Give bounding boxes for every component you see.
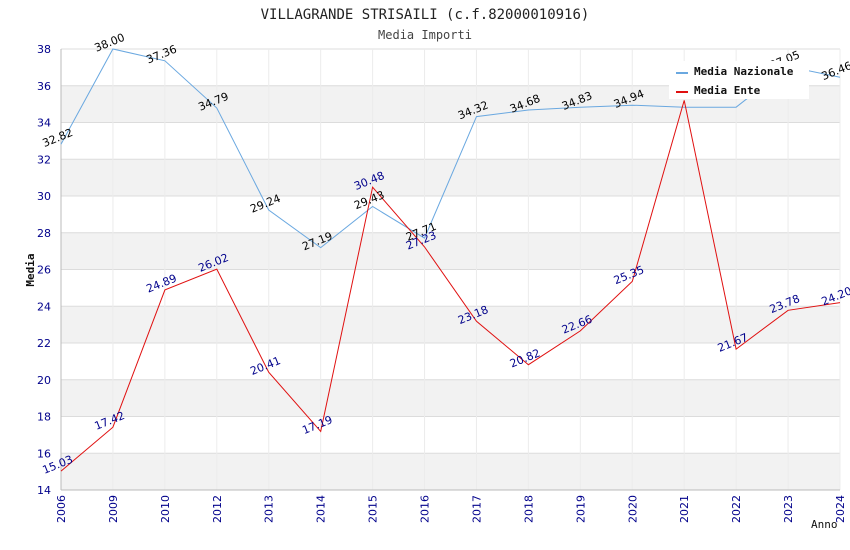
data-label: 24.20 [820,284,850,308]
x-tick-label: 2015 [367,495,380,523]
legend-box [669,61,809,99]
x-tick-label: 2023 [782,495,795,523]
legend-label-media-nazionale: Media Nazionale [694,65,794,78]
gridlines [60,48,841,491]
y-tick-label: 18 [37,411,51,424]
y-tick-label: 30 [37,190,51,203]
plot-band [61,453,840,490]
y-tick-label: 32 [37,153,51,166]
x-tick-labels: 2006 2009 2010 2012 2013 2014 2015 2016 2017 2018… [55,495,847,523]
data-label: 32.82 [41,126,75,150]
y-tick-label: 34 [37,117,51,130]
data-label: 20.82 [508,347,542,371]
x-tick-label: 2006 [55,495,68,523]
legend-label-media-ente: Media Ente [694,84,761,97]
plot-band [61,232,840,270]
y-tick-label: 20 [37,374,51,387]
plot-band [61,306,840,343]
x-tick-label: 2012 [211,495,224,523]
x-tick-label: 2020 [626,495,639,523]
x-tick-label: 2019 [574,495,587,523]
x-tick-label: 2013 [263,495,276,523]
x-tick-label: 2014 [315,495,328,523]
y-tick-label: 38 [37,43,51,56]
chart-title: VILLAGRANDE STRISAILI (c.f.82000010916) [261,7,590,23]
y-tick-label: 26 [37,264,51,277]
x-tick-label: 2017 [470,495,483,523]
x-tick-label: 2022 [730,495,743,523]
y-tick-label: 28 [37,227,51,240]
y-tick-labels: 14 16 18 20 22 24 26 28 30 32 34 36 38 [37,43,51,497]
y-tick-label: 14 [37,484,51,497]
plot-band [61,379,840,417]
y-tick-label: 16 [37,447,51,460]
x-tick-label: 2010 [159,495,172,523]
series-lines [60,48,841,472]
y-tick-label: 36 [37,80,51,93]
data-label: 37.36 [145,43,179,67]
x-tick-label: 2016 [419,495,432,523]
x-tick-label: 2024 [834,495,847,523]
series-line-media-nazionale [60,48,841,249]
series-line-media-ente [60,100,841,472]
chart-subtitle: Media Importi [378,28,472,42]
legend: Media Nazionale Media Ente [669,61,809,99]
x-axis-label: Anno [811,518,838,531]
data-label: 20.41 [248,354,282,378]
x-tick-label: 2009 [107,495,120,523]
x-tick-label: 2021 [678,495,691,523]
y-axis-label: Media [24,253,37,286]
data-label: 24.89 [145,272,179,296]
data-label: 36.46 [820,59,850,83]
x-tick-label: 2018 [522,495,535,523]
axes [60,49,840,491]
y-tick-label: 24 [37,300,51,313]
y-tick-label: 22 [37,337,51,350]
